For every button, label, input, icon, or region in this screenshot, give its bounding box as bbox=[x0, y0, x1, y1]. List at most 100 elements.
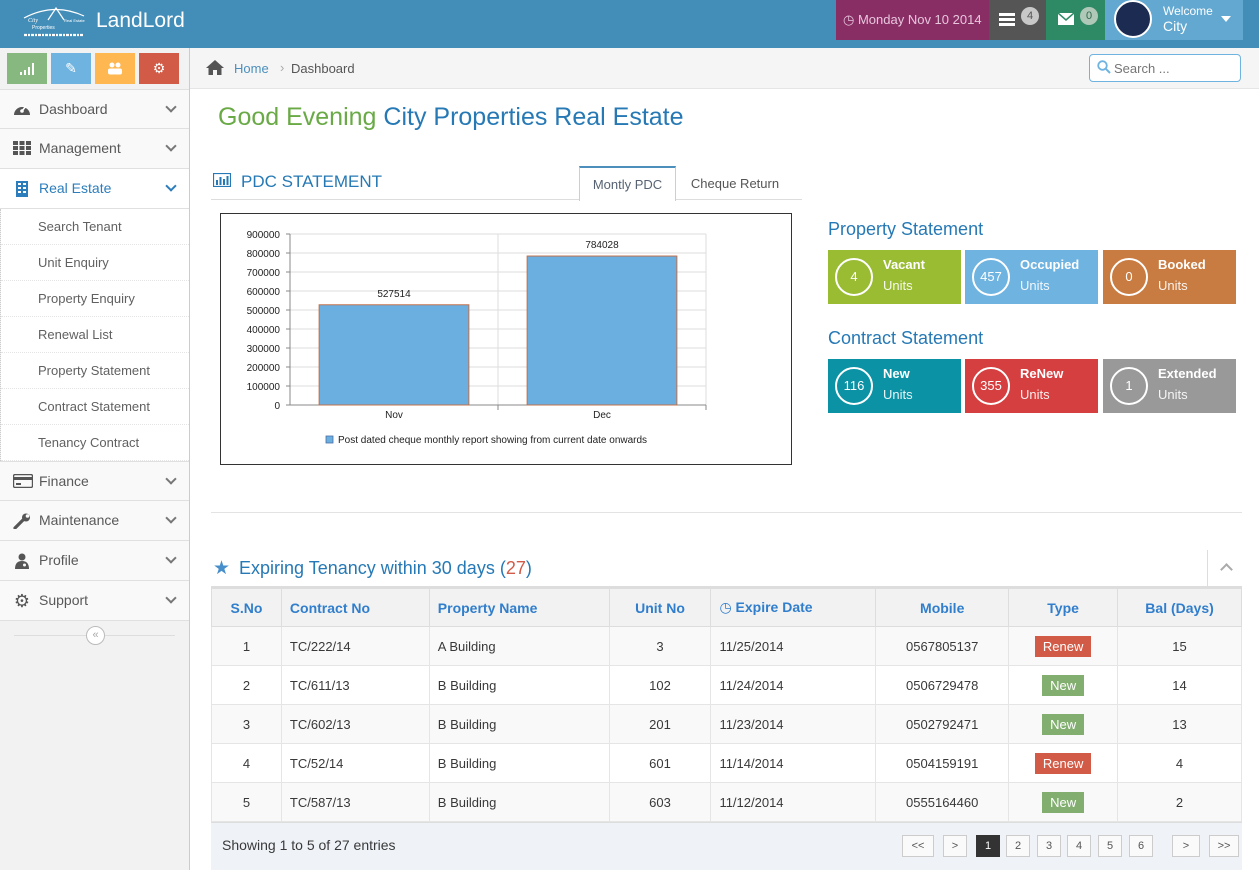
booked-units-card[interactable]: 0 Booked Units bbox=[1103, 250, 1236, 304]
app-name[interactable]: LandLord bbox=[96, 9, 185, 32]
pencil-shortcut-button[interactable]: ✎ bbox=[51, 53, 91, 84]
page-6-button[interactable]: 6 bbox=[1129, 835, 1153, 857]
tab-monthly-pdc[interactable]: Montly PDC bbox=[579, 166, 676, 201]
next-page-button[interactable]: > bbox=[1172, 835, 1200, 857]
cell-bal-days: 15 bbox=[1117, 626, 1242, 666]
cell-unit-no: 201 bbox=[608, 704, 712, 744]
y-tick-label: 0 bbox=[274, 401, 280, 412]
submenu-item-property-statement[interactable]: Property Statement bbox=[1, 353, 189, 389]
pdc-bar-chart: 0 100000 200000 300000 400000 500000 600000 700… bbox=[247, 230, 707, 446]
expiring-title-text: Expiring Tenancy within 30 days bbox=[239, 558, 495, 578]
page-1-button[interactable]: 1 bbox=[976, 835, 1000, 857]
booked-unit: Units bbox=[1158, 278, 1188, 293]
bar bbox=[318, 304, 470, 406]
table-row[interactable]: 5 TC/587/13 B Building 603 11/12/2014 0555164… bbox=[211, 782, 1242, 822]
cell-type: New bbox=[1008, 782, 1119, 822]
chevron-down-icon bbox=[165, 473, 177, 485]
cell-contract-no: TC/602/13 bbox=[280, 704, 430, 744]
tab-cheque-return[interactable]: Cheque Return bbox=[690, 176, 780, 191]
column-header-unit-no[interactable]: Unit No bbox=[608, 588, 712, 627]
first-page-button[interactable]: << bbox=[902, 835, 934, 857]
table-row[interactable]: 3 TC/602/13 B Building 201 11/23/2014 0502792… bbox=[211, 704, 1242, 744]
type-badge: Renew bbox=[1034, 635, 1092, 657]
page-2-button[interactable]: 2 bbox=[1006, 835, 1030, 857]
last-page-button[interactable]: >> bbox=[1209, 835, 1239, 857]
sidebar-collapse-bar: « bbox=[0, 621, 189, 651]
submenu-item-search-tenant[interactable]: Search Tenant bbox=[1, 209, 189, 245]
pdc-statement-title: PDC STATEMENT bbox=[241, 172, 383, 191]
vacant-units-card[interactable]: 4 Vacant Units bbox=[828, 250, 961, 304]
cell-mobile: 0567805137 bbox=[875, 626, 1010, 666]
new-contracts-card[interactable]: 116 New Units bbox=[828, 359, 961, 413]
submenu-item-contract-statement[interactable]: Contract Statement bbox=[1, 389, 189, 425]
tasks-dropdown[interactable]: 4 bbox=[989, 0, 1046, 40]
users-shortcut-button[interactable] bbox=[95, 53, 135, 84]
y-tick-label: 400000 bbox=[247, 325, 281, 336]
expiring-count: 27 bbox=[505, 558, 526, 578]
sidebar-item-label: Management bbox=[39, 140, 121, 156]
renew-unit: Units bbox=[1020, 387, 1050, 402]
extended-contracts-card[interactable]: 1 Extended Units bbox=[1103, 359, 1236, 413]
sidebar-item-dashboard[interactable]: Dashboard bbox=[0, 89, 189, 129]
pdc-statement-header: PDC STATEMENT Montly PDC Cheque Return bbox=[211, 165, 802, 201]
cell-expire-date: 11/25/2014 bbox=[710, 626, 877, 666]
double-angle-left-icon: « bbox=[92, 629, 99, 641]
expire-date-label: Expire Date bbox=[735, 599, 813, 615]
prev-page-button[interactable]: > bbox=[943, 835, 967, 857]
sidebar-item-label: Finance bbox=[39, 473, 89, 489]
submenu-label: Search Tenant bbox=[38, 219, 122, 234]
y-tick-label: 700000 bbox=[247, 268, 281, 279]
column-header-mobile[interactable]: Mobile bbox=[875, 588, 1010, 627]
submenu-item-unit-enquiry[interactable]: Unit Enquiry bbox=[1, 245, 189, 281]
sidebar-item-finance[interactable]: Finance bbox=[0, 461, 189, 501]
sidebar-item-profile[interactable]: Profile bbox=[0, 541, 189, 581]
sidebar: ✎ ⚙ Dashboard Management Real Estate Sea… bbox=[0, 48, 190, 870]
column-header-sno[interactable]: S.No bbox=[211, 588, 282, 627]
table-row[interactable]: 1 TC/222/14 A Building 3 11/25/2014 056780513… bbox=[211, 626, 1242, 666]
new-label: New bbox=[883, 366, 910, 381]
collapse-panel-button[interactable] bbox=[1207, 550, 1242, 586]
chevron-down-icon bbox=[165, 101, 177, 113]
messages-dropdown[interactable]: 0 bbox=[1046, 0, 1105, 40]
cell-expire-date: 11/23/2014 bbox=[710, 704, 877, 744]
search-box[interactable] bbox=[1089, 54, 1241, 82]
sidebar-shortcuts: ✎ ⚙ bbox=[0, 48, 189, 89]
breadcrumb-home-link[interactable]: Home bbox=[234, 61, 269, 76]
company-logo[interactable]: City Properties Real Estate bbox=[18, 4, 90, 42]
cell-type: Renew bbox=[1008, 626, 1119, 666]
home-icon bbox=[206, 60, 224, 75]
dashboard-icon bbox=[13, 102, 31, 118]
signal-shortcut-button[interactable] bbox=[7, 53, 47, 84]
column-header-bal-days[interactable]: Bal (Days) bbox=[1117, 588, 1242, 627]
collapse-sidebar-button[interactable]: « bbox=[86, 626, 105, 645]
column-header-property-name[interactable]: Property Name bbox=[428, 588, 610, 627]
sidebar-item-management[interactable]: Management bbox=[0, 129, 189, 169]
sidebar-item-real-estate[interactable]: Real Estate bbox=[0, 169, 189, 209]
submenu-item-renewal-list[interactable]: Renewal List bbox=[1, 317, 189, 353]
submenu-item-property-enquiry[interactable]: Property Enquiry bbox=[1, 281, 189, 317]
occupied-count: 457 bbox=[972, 258, 1010, 296]
cell-type: New bbox=[1008, 665, 1119, 705]
grid-icon bbox=[13, 141, 31, 157]
page-5-button[interactable]: 5 bbox=[1098, 835, 1122, 857]
column-header-expire-date[interactable]: ◷ Expire Date bbox=[710, 588, 877, 627]
page-3-button[interactable]: 3 bbox=[1037, 835, 1061, 857]
table-row[interactable]: 4 TC/52/14 B Building 601 11/14/2014 05041591… bbox=[211, 743, 1242, 783]
user-menu[interactable]: Welcome City bbox=[1105, 0, 1243, 40]
cogs-shortcut-button[interactable]: ⚙ bbox=[139, 53, 179, 84]
search-input[interactable] bbox=[1114, 59, 1234, 77]
column-header-contract-no[interactable]: Contract No bbox=[280, 588, 430, 627]
column-header-type[interactable]: Type bbox=[1008, 588, 1119, 627]
occupied-units-card[interactable]: 457 Occupied Units bbox=[965, 250, 1098, 304]
search-icon bbox=[1097, 60, 1111, 74]
page-4-button[interactable]: 4 bbox=[1067, 835, 1091, 857]
extended-count: 1 bbox=[1110, 367, 1148, 405]
renew-contracts-card[interactable]: 355 ReNew Units bbox=[965, 359, 1098, 413]
submenu-item-tenancy-contract[interactable]: Tenancy Contract bbox=[1, 425, 189, 461]
sidebar-item-maintenance[interactable]: Maintenance bbox=[0, 501, 189, 541]
table-row[interactable]: 2 TC/611/13 B Building 102 11/24/2014 0506729… bbox=[211, 665, 1242, 705]
wrench-icon bbox=[13, 513, 31, 530]
sidebar-item-support[interactable]: ⚙ Support bbox=[0, 581, 189, 621]
cell-unit-no: 102 bbox=[608, 665, 712, 705]
type-badge: New bbox=[1042, 791, 1085, 813]
